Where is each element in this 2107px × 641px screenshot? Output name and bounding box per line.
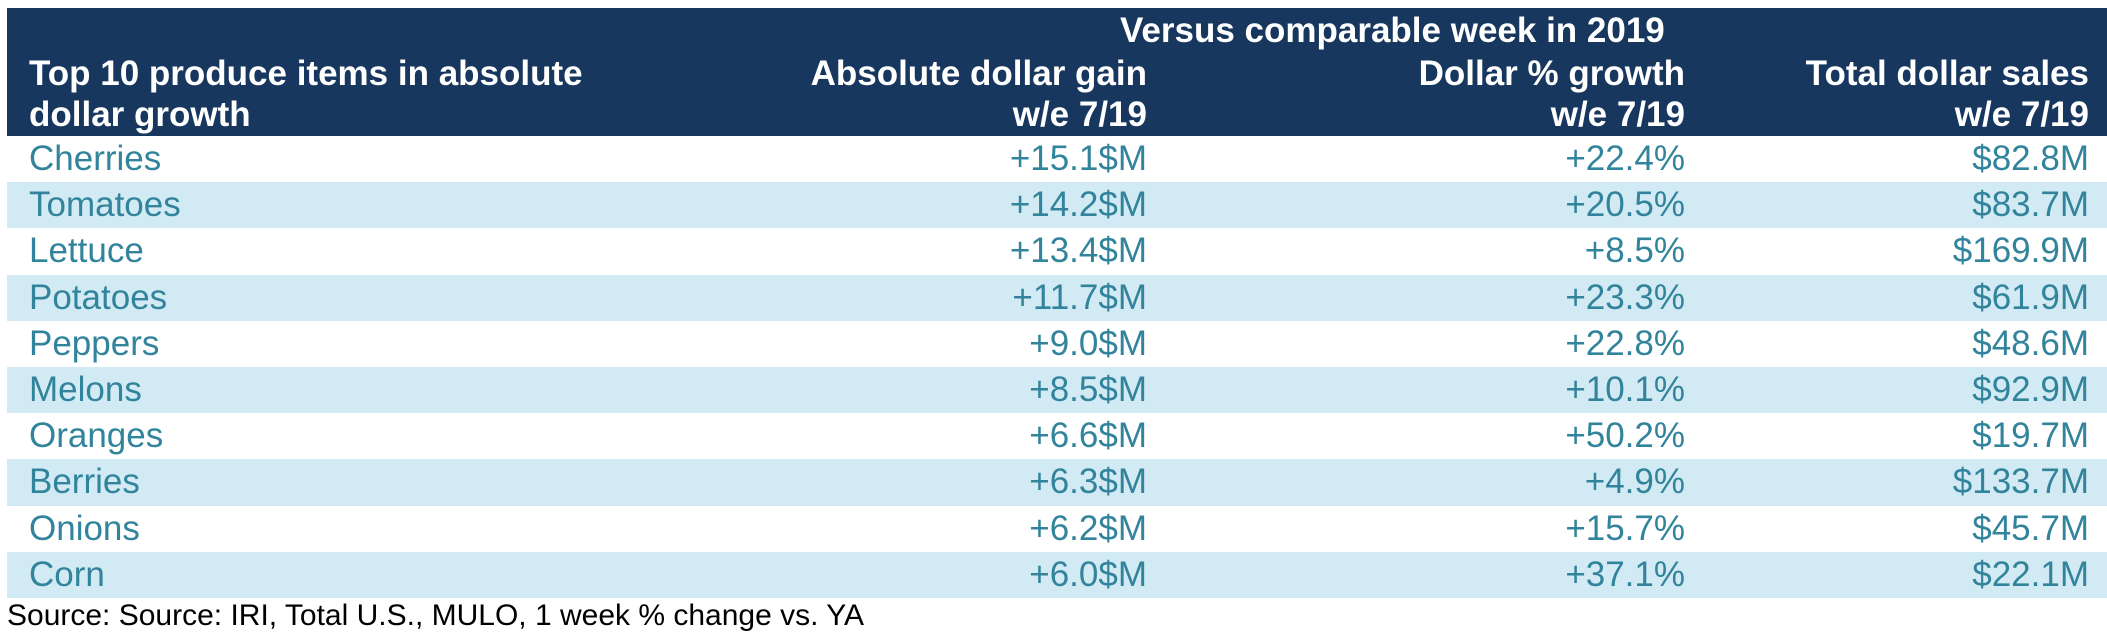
column-header-sales-line2: w/e 7/19 [1954, 95, 2089, 134]
cell-item: Cherries [29, 139, 162, 178]
column-header-sales: Total dollar sales w/e 7/19 [1806, 53, 2089, 135]
table-body: Cherries +15.1$M +22.4% $82.8M Tomatoes +14.2… [7, 136, 2107, 598]
cell-total-sales: $45.7M [1972, 508, 2089, 548]
cell-total-sales: $92.9M [1972, 369, 2089, 409]
cell-item: Potatoes [29, 277, 168, 317]
cell-dollar-gain: +6.6$M [1029, 416, 1147, 456]
cell-item: Corn [29, 554, 105, 594]
cell-total-sales: $133.7M [1952, 462, 2089, 502]
produce-table: Versus comparable week in 2019 Top 10 pr… [7, 8, 2107, 598]
column-header-gain-line2: w/e 7/19 [1012, 95, 1147, 134]
column-header-sales-line1: Total dollar sales [1805, 54, 2089, 93]
cell-pct-growth: +8.5% [1584, 231, 1685, 271]
cell-dollar-gain: +11.7$M [1012, 277, 1147, 317]
table-row: Lettuce +13.4$M +8.5% $169.9M [7, 228, 2107, 274]
column-header-pct: Dollar % growth w/e 7/19 [1419, 53, 1685, 135]
cell-pct-growth: +10.1% [1565, 369, 1685, 409]
cell-pct-growth: +22.8% [1565, 323, 1685, 363]
cell-pct-growth: +37.1% [1565, 554, 1685, 594]
table-row: Cherries +15.1$M +22.4% $82.8M [7, 136, 2107, 182]
cell-total-sales: $22.1M [1972, 554, 2089, 594]
cell-item: Peppers [29, 323, 160, 363]
table-row: Onions +6.2$M +15.7% $45.7M [7, 506, 2107, 552]
table-row: Tomatoes +14.2$M +20.5% $83.7M [7, 182, 2107, 229]
cell-dollar-gain: +6.3$M [1029, 462, 1147, 502]
cell-dollar-gain: +13.4$M [1009, 231, 1147, 271]
cell-item: Berries [29, 462, 140, 502]
cell-total-sales: $169.9M [1952, 231, 2089, 271]
cell-total-sales: $19.7M [1972, 416, 2089, 456]
table-row: Oranges +6.6$M +50.2% $19.7M [7, 413, 2107, 459]
column-header-gain: Absolute dollar gain w/e 7/19 [811, 53, 1147, 135]
cell-pct-growth: +4.9% [1584, 462, 1685, 502]
table-header: Versus comparable week in 2019 Top 10 pr… [7, 8, 2107, 136]
cell-total-sales: $48.6M [1972, 323, 2089, 363]
cell-pct-growth: +15.7% [1565, 508, 1685, 548]
cell-pct-growth: +22.4% [1565, 139, 1685, 178]
cell-dollar-gain: +14.2$M [1009, 185, 1147, 225]
group-header: Versus comparable week in 2019 [1120, 11, 1665, 50]
cell-item: Oranges [29, 416, 164, 456]
column-header-pct-line2: w/e 7/19 [1550, 95, 1685, 134]
column-header-pct-line1: Dollar % growth [1418, 54, 1685, 93]
column-header-item: Top 10 produce items in absolute dollar … [29, 54, 583, 134]
cell-pct-growth: +50.2% [1565, 416, 1685, 456]
column-header-gain-line1: Absolute dollar gain [810, 54, 1147, 93]
cell-dollar-gain: +15.1$M [1009, 139, 1147, 178]
table-row: Corn +6.0$M +37.1% $22.1M [7, 551, 2107, 598]
cell-item: Melons [29, 369, 142, 409]
cell-item: Tomatoes [29, 185, 181, 225]
cell-total-sales: $61.9M [1972, 277, 2089, 317]
cell-dollar-gain: +6.2$M [1029, 508, 1147, 548]
cell-total-sales: $82.8M [1972, 139, 2089, 178]
source-note: Source: Source: IRI, Total U.S., MULO, 1… [7, 599, 865, 632]
cell-total-sales: $83.7M [1972, 185, 2089, 225]
cell-pct-growth: +20.5% [1565, 185, 1685, 225]
cell-dollar-gain: +9.0$M [1029, 323, 1147, 363]
table-row: Berries +6.3$M +4.9% $133.7M [7, 459, 2107, 506]
table-row: Melons +8.5$M +10.1% $92.9M [7, 366, 2107, 414]
cell-dollar-gain: +6.0$M [1029, 554, 1147, 594]
cell-item: Lettuce [29, 231, 144, 271]
table-row: Peppers +9.0$M +22.8% $48.6M [7, 321, 2107, 367]
cell-item: Onions [29, 508, 140, 548]
table-row: Potatoes +11.7$M +23.3% $61.9M [7, 274, 2107, 321]
cell-pct-growth: +23.3% [1565, 277, 1685, 317]
cell-dollar-gain: +8.5$M [1029, 369, 1147, 409]
